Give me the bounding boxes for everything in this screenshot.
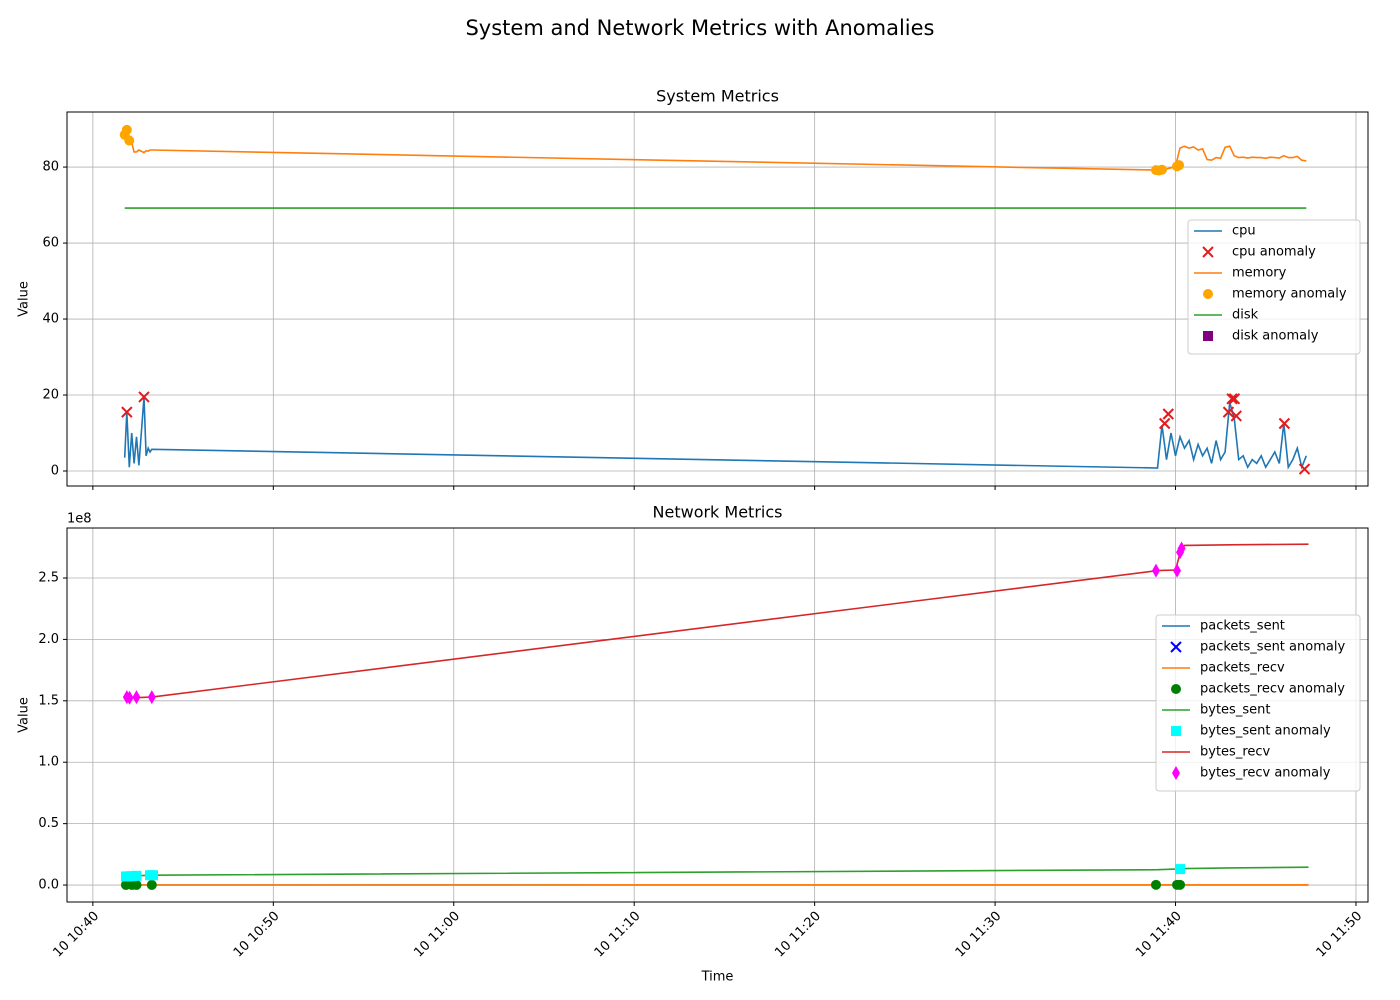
anomaly-marker	[1162, 408, 1175, 420]
x-tick-label: 10 11:10	[592, 909, 644, 961]
y-tick-label: 80	[42, 160, 59, 175]
y-tick-label: 0.0	[38, 878, 59, 893]
y-tick-label: 2.0	[38, 632, 59, 647]
y-tick-label: 2.5	[38, 570, 59, 585]
y-axis-label: Value	[17, 697, 32, 733]
legend-label: bytes_recv anomaly	[1200, 766, 1331, 781]
anomaly-marker	[1175, 864, 1186, 875]
anomaly-marker	[1156, 164, 1167, 175]
y-tick-label: 1.5	[38, 693, 59, 708]
legend-swatch	[1171, 684, 1181, 694]
legend-label: cpu	[1232, 224, 1256, 239]
legend-swatch	[1202, 246, 1214, 258]
legend-label: disk anomaly	[1232, 329, 1319, 344]
subplot-title: System Metrics	[656, 87, 779, 106]
legend: cpu cpu anomaly memory memory anomaly disk di…	[1187, 219, 1361, 355]
legend-frame	[1155, 614, 1361, 792]
x-tick-label: 10 11:40	[1133, 909, 1185, 961]
legend-label: bytes_sent	[1200, 703, 1270, 718]
anomaly-marker	[1175, 879, 1186, 890]
legend-swatch	[1203, 289, 1213, 299]
legend-label: packets_recv	[1200, 661, 1285, 676]
x-tick-label: 10 10:50	[231, 909, 283, 961]
legend-label: memory	[1232, 266, 1287, 281]
anomaly-marker	[131, 870, 142, 881]
anomaly-marker	[1174, 160, 1185, 171]
legend-swatch	[1203, 331, 1213, 341]
anomaly-marker	[131, 879, 142, 890]
anomaly-marker	[1151, 563, 1160, 578]
anomaly-marker	[121, 406, 133, 418]
y-offset-label: 1e8	[67, 512, 92, 527]
y-axis-label: Value	[17, 281, 32, 317]
x-tick-label: 10 10:40	[50, 909, 102, 961]
anomaly-marker	[1228, 393, 1241, 405]
legend-frame	[1187, 219, 1361, 355]
y-tick-label: 0.5	[38, 816, 59, 831]
anomaly-marker	[132, 690, 141, 705]
legend: packets_sent packets_sent anomaly packets_…	[1155, 614, 1361, 792]
anomaly-marker	[148, 870, 159, 881]
anomaly-marker	[1173, 563, 1182, 578]
legend-label: cpu anomaly	[1232, 245, 1316, 260]
anomaly-marker	[1177, 541, 1186, 556]
y-tick-label: 20	[42, 388, 59, 403]
y-tick-label: 0	[51, 463, 59, 478]
y-tick-label: 1.0	[38, 755, 59, 770]
figure-title: System and Network Metrics with Anomalie…	[465, 16, 934, 40]
anomaly-marker	[1158, 417, 1171, 430]
series-line	[124, 543, 1309, 700]
legend-label: bytes_recv	[1200, 745, 1271, 760]
x-axis-label: Time	[701, 970, 734, 985]
legend-label: bytes_sent anomaly	[1200, 724, 1331, 739]
series-line	[124, 866, 1309, 878]
legend-label: disk	[1232, 308, 1259, 323]
legend-label: packets_sent	[1200, 619, 1285, 634]
anomaly-marker	[1150, 879, 1161, 890]
legend-label: memory anomaly	[1232, 287, 1347, 302]
series-line	[123, 127, 1307, 171]
anomaly-marker	[1278, 417, 1291, 430]
anomaly-marker	[1230, 410, 1242, 422]
plot-frame	[66, 527, 1369, 903]
anomaly-marker	[1298, 463, 1311, 475]
legend-swatch	[1170, 641, 1182, 653]
anomaly-marker	[147, 690, 156, 705]
x-tick-label: 10 11:30	[953, 909, 1005, 961]
x-tick-label: 10 11:20	[772, 909, 824, 961]
anomaly-marker	[125, 690, 134, 705]
plot-frame	[66, 111, 1369, 487]
legend-swatch	[1172, 766, 1180, 780]
legend-label: packets_recv anomaly	[1200, 682, 1345, 697]
subplot-title: Network Metrics	[653, 503, 783, 522]
anomaly-marker	[146, 879, 157, 890]
series-line	[123, 396, 1308, 470]
y-tick-label: 40	[42, 312, 59, 327]
legend-swatch	[1171, 726, 1181, 736]
x-tick-label: 10 11:00	[411, 909, 463, 961]
anomaly-marker	[1222, 406, 1235, 418]
anomaly-marker	[138, 391, 150, 403]
legend-label: packets_sent anomaly	[1200, 640, 1345, 655]
y-tick-label: 60	[42, 236, 59, 251]
anomaly-marker	[121, 124, 132, 135]
anomaly-marker	[124, 135, 135, 146]
anomaly-marker	[1226, 393, 1238, 405]
x-tick-label: 10 11:50	[1314, 909, 1366, 961]
